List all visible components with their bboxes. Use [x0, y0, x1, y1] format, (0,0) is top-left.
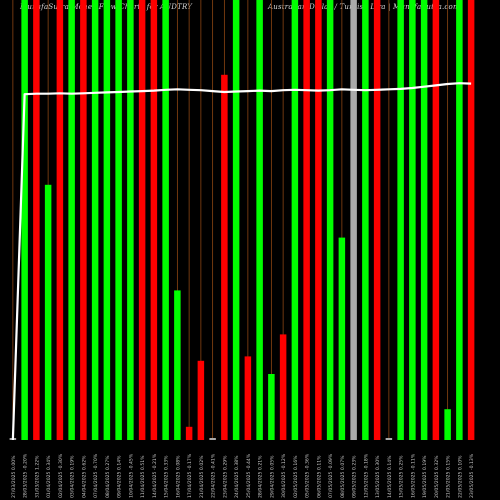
x-tick-label: 02/05/2025 0.16%	[293, 455, 299, 498]
money-flow-bar	[115, 0, 122, 440]
money-flow-bar	[232, 0, 240, 440]
money-flow-bar	[162, 0, 169, 440]
money-flow-bar	[256, 0, 263, 440]
x-tick-label: 27/03/2025 0.00%	[11, 455, 17, 498]
x-tick-label: 25/04/2025 -0.44%	[246, 453, 252, 498]
money-flow-bar	[221, 74, 228, 441]
x-tick-label: 23/05/2025 -0.13%	[469, 453, 475, 498]
x-tick-label: 21/05/2025 0.15%	[446, 455, 452, 498]
money-flow-bar	[185, 426, 193, 440]
x-tick-label: 12/05/2025 -0.18%	[363, 453, 369, 498]
x-tick-label: 28/03/2025 -0.20%	[23, 453, 29, 498]
money-flow-bar	[91, 0, 99, 440]
x-tick-label: 23/04/2025 0.29%	[222, 455, 228, 498]
money-flow-bar	[432, 0, 440, 440]
money-flow-bar	[103, 0, 111, 440]
money-flow-bar	[315, 0, 322, 440]
money-flow-bar	[409, 0, 416, 440]
x-tick-label: 17/04/2025 -0.17%	[187, 453, 193, 498]
x-tick-label: 15/05/2025 0.25%	[399, 455, 405, 498]
x-tick-label: 08/04/2025 0.27%	[105, 455, 111, 498]
money-flow-bar	[456, 0, 463, 440]
money-flow-bar	[279, 334, 287, 440]
money-flow-bar	[209, 438, 216, 440]
x-tick-label: 22/04/2025 -0.41%	[211, 453, 217, 498]
money-flow-bar	[44, 184, 52, 440]
x-tick-label: 08/05/2025 0.07%	[340, 455, 346, 498]
x-tick-label: 15/04/2025 0.33%	[164, 455, 170, 498]
x-tick-label: 11/04/2025 0.51%	[140, 455, 146, 498]
money-flow-bar	[444, 409, 451, 440]
x-tick-label: 01/04/2025 0.34%	[46, 455, 52, 498]
x-tick-label: 04/04/2025 0.62%	[81, 455, 87, 498]
money-flow-bar	[362, 0, 369, 440]
money-flow-bar	[338, 237, 346, 440]
money-flow-bar	[68, 0, 75, 440]
x-tick-label: 29/04/2025 0.05%	[269, 455, 275, 498]
x-tick-label: 30/04/2025 -0.12%	[281, 453, 287, 498]
x-tick-label: 16/05/2025 -0.11%	[410, 453, 416, 498]
x-tick-label: 14/05/2025 0.14%	[387, 455, 393, 498]
money-flow-bar	[80, 0, 87, 440]
x-tick-label: 07/05/2025 -0.09%	[328, 453, 334, 498]
money-flow-bar	[373, 0, 381, 440]
money-flow-bar	[268, 374, 275, 440]
x-tick-label: 09/04/2025 0.14%	[117, 455, 123, 498]
money-flow-bar	[127, 0, 134, 440]
money-flow-bar	[138, 0, 146, 440]
money-flow-bar	[197, 360, 205, 440]
money-flow-bar	[150, 0, 158, 440]
x-tick-label: 22/05/2025 0.10%	[457, 455, 463, 498]
money-flow-bar	[326, 0, 334, 440]
x-tick-label: 19/05/2025 0.19%	[422, 455, 428, 498]
x-tick-label: 03/04/2025 0.19%	[70, 455, 76, 498]
money-flow-bar	[467, 0, 475, 440]
money-flow-bar	[33, 0, 40, 440]
price-line	[11, 82, 472, 441]
money-flow-bar	[291, 0, 299, 440]
money-flow-bar	[385, 438, 393, 440]
x-tick-label: 14/04/2025 -0.21%	[152, 453, 158, 498]
money-flow-bar	[56, 0, 64, 440]
money-flow-bar	[21, 0, 28, 440]
money-flow-bar	[397, 0, 404, 440]
money-flow-bar	[174, 290, 181, 440]
x-tick-label: 31/03/2025 1.22%	[34, 455, 40, 498]
x-tick-label: 06/05/2025 0.11%	[316, 455, 322, 498]
x-tick-label: 10/04/2025 -0.45%	[128, 453, 134, 498]
x-tick-label: 13/05/2025 0.30%	[375, 455, 381, 498]
x-tick-label: 16/04/2025 0.08%	[175, 455, 181, 498]
money-flow-bar	[420, 0, 428, 440]
x-tick-label: 21/04/2025 0.02%	[199, 455, 205, 498]
x-tick-label: 02/04/2025 -0.30%	[58, 453, 64, 498]
money-flow-bar	[350, 0, 357, 440]
x-tick-label: 20/05/2025 0.32%	[434, 455, 440, 498]
money-flow-bar	[303, 0, 310, 440]
x-tick-label: 24/04/2025 0.38%	[234, 455, 240, 498]
x-tick-label: 09/05/2025 0.23%	[352, 455, 358, 498]
x-tick-label: 07/04/2025 -0.70%	[93, 453, 99, 498]
money-flow-bar	[244, 356, 252, 440]
x-tick-label: 05/05/2025 -0.36%	[305, 453, 311, 498]
x-tick-label: 28/04/2025 0.21%	[258, 455, 264, 498]
